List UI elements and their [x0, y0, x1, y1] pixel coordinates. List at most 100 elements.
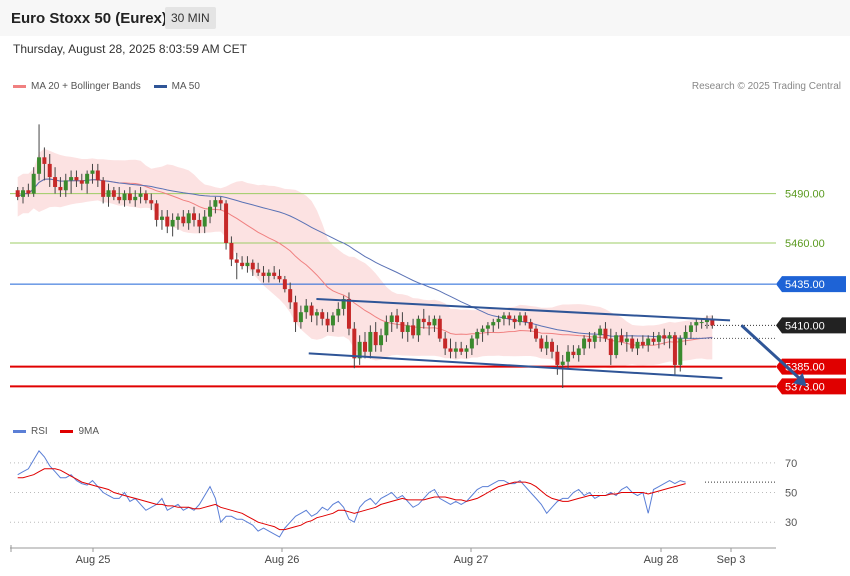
x-tick-label: Aug 25 — [76, 554, 111, 566]
candle — [37, 124, 42, 181]
candle — [143, 190, 148, 204]
candle-body — [496, 318, 501, 323]
candle-body — [501, 315, 506, 319]
candle — [42, 147, 47, 181]
candle-body — [475, 331, 480, 339]
candle-body — [143, 193, 148, 201]
candle — [79, 173, 84, 191]
candle-body — [400, 322, 405, 332]
candle-body — [363, 341, 367, 352]
candle — [101, 177, 106, 204]
candle-body — [576, 348, 581, 356]
candle-body — [437, 318, 442, 339]
candle — [341, 295, 346, 316]
candle-body — [234, 259, 239, 263]
candle — [704, 315, 709, 329]
candle-body — [699, 322, 704, 324]
candle-body — [544, 341, 549, 349]
candle — [336, 302, 341, 323]
rsi-legend: RSI 9MA — [13, 426, 109, 437]
candle — [373, 322, 378, 352]
candle-body — [427, 322, 432, 326]
candle-body — [261, 272, 266, 276]
candle — [614, 331, 619, 359]
candle-body — [79, 180, 84, 184]
candle — [234, 252, 239, 280]
candle — [250, 259, 255, 276]
candle — [432, 315, 437, 332]
candle-body — [117, 196, 122, 201]
candle-body — [277, 275, 282, 280]
candle — [122, 190, 127, 207]
candle — [603, 322, 608, 342]
level-5435.00: 5435.00 — [10, 276, 846, 293]
candle — [272, 266, 277, 280]
candle-body — [416, 318, 421, 336]
candle-body — [469, 338, 474, 349]
candle-body — [293, 302, 298, 323]
legend-swatch-bollinger — [13, 84, 26, 88]
candle-body — [533, 328, 538, 339]
candle — [106, 183, 111, 207]
timeframe-badge[interactable]: 30 MIN — [165, 7, 216, 29]
level-5490.00: 5490.00 — [10, 189, 825, 201]
legend-item-rsi: RSI — [13, 426, 50, 437]
candle-body — [330, 315, 335, 326]
candle — [181, 210, 186, 227]
candle-body — [517, 315, 522, 323]
candle-body — [683, 331, 688, 339]
candle-body — [42, 157, 47, 164]
candle-body — [133, 196, 138, 201]
candle-body — [624, 338, 629, 342]
level-label: 5435.00 — [785, 279, 825, 291]
candle-body — [154, 203, 159, 220]
level-label: 5385.00 — [785, 362, 825, 374]
level-label: 5460.00 — [785, 238, 825, 250]
candle — [208, 200, 213, 224]
candle — [528, 318, 533, 332]
candle-body — [480, 328, 485, 332]
candle — [63, 173, 68, 197]
candle — [667, 331, 672, 349]
candle — [293, 295, 298, 332]
level-label: 5490.00 — [785, 189, 825, 201]
candle-body — [63, 180, 68, 191]
candle-body — [58, 186, 63, 191]
candle-body — [165, 216, 170, 227]
candle-body — [704, 318, 709, 323]
candle — [533, 325, 538, 342]
candle-body — [635, 341, 640, 349]
candle-body — [651, 338, 656, 342]
rsi-tick-50: 50 — [785, 488, 797, 500]
candle — [175, 213, 180, 230]
candle — [646, 335, 651, 352]
legend-item-bollinger: MA 20 + Bollinger Bands — [13, 81, 144, 92]
candle-body — [491, 322, 496, 326]
candle — [384, 315, 389, 342]
candle — [357, 335, 362, 365]
candle — [240, 256, 245, 270]
candle-body — [443, 338, 448, 349]
candle-body — [592, 335, 597, 342]
legend-label-ma50: MA 50 — [171, 81, 200, 92]
candle — [624, 331, 629, 352]
candle-body — [346, 299, 351, 329]
candle-body — [662, 335, 667, 339]
candle — [507, 312, 512, 326]
copyright-text: Research © 2025 Trading Central — [691, 81, 841, 92]
candle — [218, 196, 223, 211]
candle-body — [640, 341, 645, 346]
candle-body — [672, 335, 677, 365]
candle — [469, 335, 474, 356]
candle — [192, 206, 197, 227]
candle-body — [598, 328, 603, 336]
candle — [459, 341, 464, 356]
candle-body — [282, 279, 287, 290]
candle — [138, 186, 143, 204]
candle — [288, 282, 293, 309]
candle — [95, 163, 100, 187]
candle — [587, 331, 592, 349]
candle — [314, 308, 319, 326]
candle-body — [314, 312, 319, 316]
